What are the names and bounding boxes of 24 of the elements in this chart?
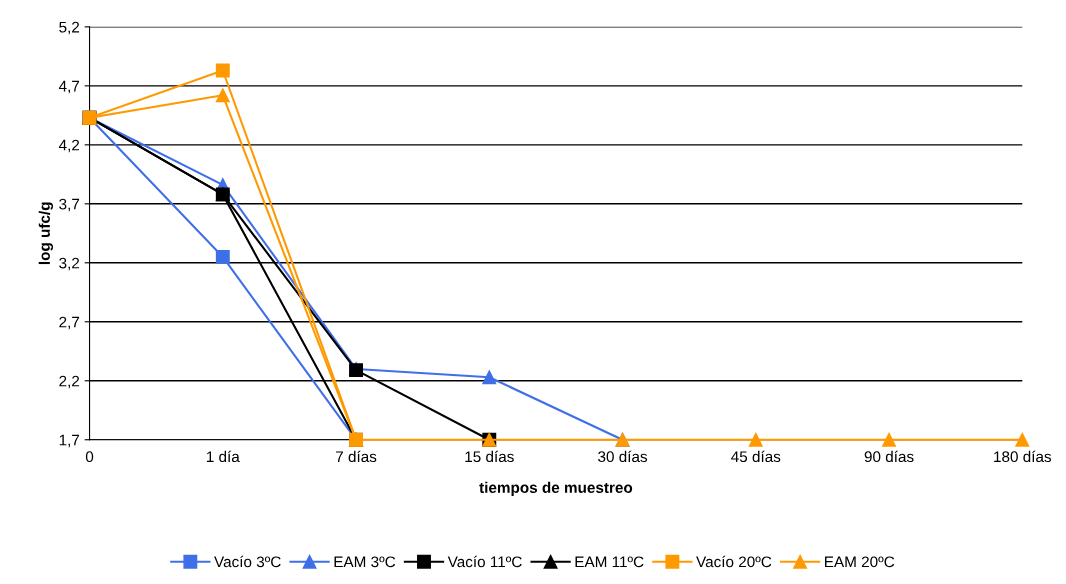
y-tick-label: 3,2 xyxy=(59,257,80,271)
legend-label: EAM 11ºC xyxy=(575,556,644,568)
y-tick-label: 4,7 xyxy=(58,80,80,94)
x-tick-label: 15 días xyxy=(465,450,514,463)
x-tick-label: 0 xyxy=(85,451,94,463)
legend-label: Vacío 11ºC xyxy=(447,555,522,568)
x-tick-label: 45 días xyxy=(731,450,781,463)
y-axis-title: log ufc/g xyxy=(38,202,54,265)
x-tick-label: 1 día xyxy=(206,450,240,463)
x-axis-title: tiempos de muestreo xyxy=(479,481,633,497)
y-tick-label: 3,7 xyxy=(59,198,80,212)
legend-label: Vacío 20ºC xyxy=(696,555,772,568)
y-tick-label: 4,2 xyxy=(58,139,80,153)
legend-label: Vacío 3ºC xyxy=(214,555,281,568)
y-tick-label: 2,2 xyxy=(59,375,80,389)
x-tick-label: 30 días xyxy=(598,450,648,463)
legend-label: EAM 3ºC xyxy=(334,556,396,568)
x-tick-label: 90 días xyxy=(864,450,914,463)
y-tick-label: 5,2 xyxy=(59,21,80,35)
x-tick-label: 180 días xyxy=(994,450,1052,463)
y-tick-label: 1,7 xyxy=(59,434,80,448)
legend-label: EAM 20ºC xyxy=(825,556,895,568)
x-tick-label: 7 días xyxy=(336,450,377,463)
y-tick-label: 2,7 xyxy=(59,316,80,330)
